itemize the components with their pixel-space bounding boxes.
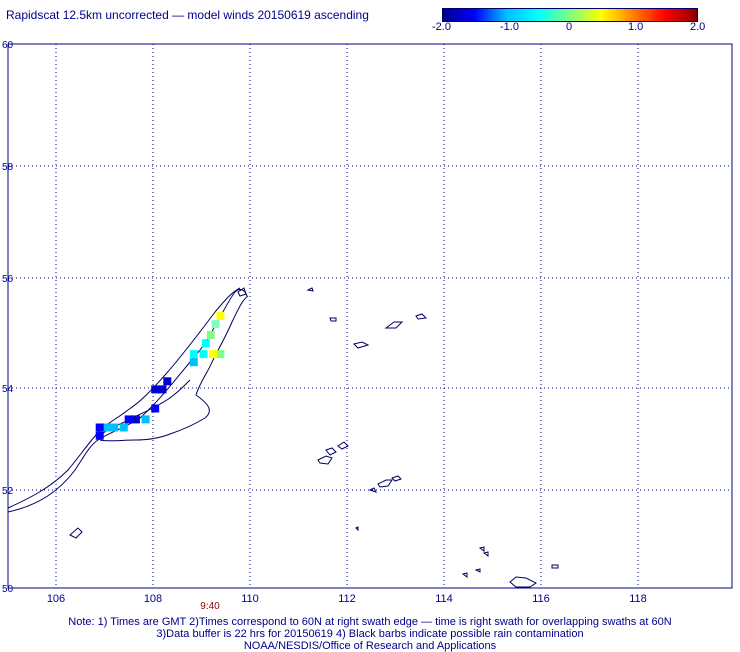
wind-cells [95,312,225,440]
wind-cell [158,385,167,394]
wind-cell [124,415,133,424]
map-title: Rapidscat 12.5km uncorrected — model win… [6,8,369,22]
pass-time-label: 9:40 [200,601,220,612]
lon-label: 118 [629,593,647,605]
wind-cell [141,415,150,424]
wind-cell [189,358,198,367]
map-frame [7,43,733,589]
wind-cell [206,331,215,339]
lon-label: 106 [47,593,65,605]
lon-label: 114 [435,593,453,605]
note-line-2: 3)Data buffer is 22 hrs for 20150619 4) … [156,628,584,640]
wind-cell [119,423,128,432]
longitude-labels: 106 108 110 112 114 116 118 [47,593,647,605]
wind-cell [102,423,111,432]
note-line-1: Note: 1) Times are GMT 2)Times correspon… [68,616,672,628]
coastline [7,287,559,588]
wind-cell [151,385,160,394]
colorbar-tick: 1.0 [628,21,644,33]
lon-label: 116 [532,593,550,605]
colorbar-tick: -2.0 [432,21,451,33]
wind-cell [189,350,198,359]
lon-label: 108 [144,593,162,605]
wind-cell [216,312,225,320]
lat-label: 58 [2,162,14,173]
wind-cell [95,431,104,440]
wind-cell [110,423,119,432]
graticule [8,44,732,588]
wind-cell [163,377,172,386]
wind-cell [216,350,225,359]
wind-cell [131,415,140,424]
lon-label: 112 [338,593,356,605]
lat-label: 52 [2,486,14,497]
wind-cell [95,423,104,432]
latitude-labels: 60 58 56 54 52 50 [2,40,14,595]
lat-label: 50 [2,584,14,595]
wind-cell [201,339,210,348]
wind-cell [151,404,160,413]
colorbar-tick: 0 [566,21,573,33]
colorbar-tick: -1.0 [500,21,519,33]
wind-cell [211,320,220,329]
lon-label: 110 [241,593,259,605]
colorbar [442,8,698,22]
lat-label: 60 [2,40,14,51]
colorbar-tick: 2.0 [690,21,706,33]
lat-label: 56 [2,274,14,285]
wind-cell [209,350,218,359]
wind-cell [199,350,208,359]
lat-label: 54 [2,384,14,395]
note-line-3: NOAA/NESDIS/Office of Research and Appli… [243,640,497,652]
